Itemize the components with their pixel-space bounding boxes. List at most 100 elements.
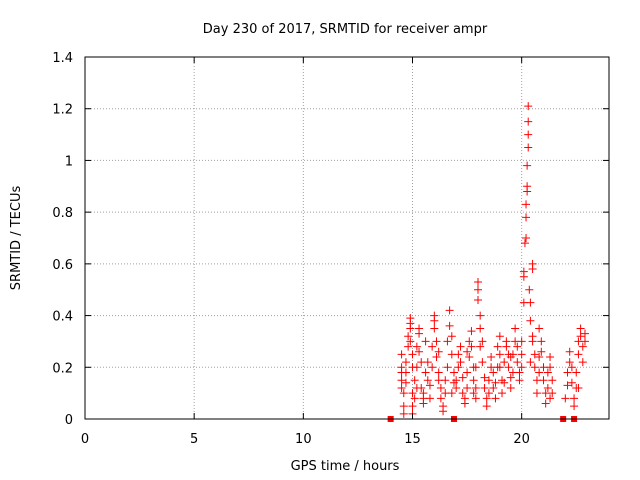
data-point [530,363,539,372]
data-point [412,363,421,372]
data-point [421,337,430,346]
chart-title: Day 230 of 2017, SRMTID for receiver amp… [203,22,488,37]
data-point [522,213,531,222]
data-point [421,368,430,377]
data-point [491,378,500,387]
data-point [570,402,579,411]
data-point [458,389,467,398]
data-point [495,332,504,341]
data-point [572,368,581,377]
data-point [476,324,485,333]
data-point [506,352,515,361]
data-point [535,324,544,333]
data-point [530,350,539,359]
data-point [449,368,458,377]
data-point [410,394,419,403]
data-point [430,311,439,320]
data-point [517,363,526,372]
data-point [397,383,406,392]
data-point [576,324,585,333]
data-point [546,363,555,372]
data-point [452,383,461,392]
axis-ticks: 0 5 10 15 20 0 0.2 0.4 0.6 0.8 1 1.2 1.4 [52,51,609,447]
data-point [543,383,552,392]
data-point [546,394,555,403]
data-point [399,409,408,418]
data-point [419,399,428,408]
data-point [480,373,489,382]
y-axis-label: SRMTID / TECUs [9,186,24,291]
data-point [404,342,413,351]
data-point [401,378,410,387]
data-point [410,376,419,385]
data-point [524,130,533,139]
data-point [495,350,504,359]
data-points [387,102,589,422]
data-point [476,342,485,351]
data-point [401,358,410,367]
data-point [563,368,572,377]
x-tick-label: 0 [81,432,89,447]
data-point [397,350,406,359]
data-point [528,337,537,346]
data-point [465,337,474,346]
data-point [430,324,439,333]
data-point [565,358,574,367]
data-point [471,394,480,403]
data-point [526,316,535,325]
data-point [563,381,572,390]
data-point [522,200,531,209]
data-point [513,342,522,351]
data-point [513,358,522,367]
data-point [498,389,507,398]
x-tick-label: 5 [190,432,198,447]
data-point [443,337,452,346]
data-point [517,337,526,346]
data-point [487,352,496,361]
data-point [570,394,579,403]
data-point [493,342,502,351]
data-point [567,363,576,372]
data-point [504,363,513,372]
data-point [404,332,413,341]
data-point [502,337,511,346]
data-point [456,358,465,367]
data-point [578,342,587,351]
data-point [465,352,474,361]
data-point [506,373,515,382]
data-point [428,363,437,372]
data-point [467,342,476,351]
data-point [423,358,432,367]
data-point [469,376,478,385]
data-point [399,402,408,411]
data-point [541,399,550,408]
data-point [474,285,482,294]
data-point [425,381,434,390]
y-tick-label: 0.2 [52,361,73,376]
data-point [415,347,424,356]
data-point [482,394,491,403]
x-axis-label: GPS time / hours [291,459,400,474]
data-point [471,363,480,372]
data-point [408,389,417,398]
data-point [580,329,589,338]
data-point [408,402,417,411]
data-point [578,358,587,367]
data-point [463,347,472,356]
data-point [419,389,428,398]
data-point [495,363,504,372]
data-point [445,321,454,330]
data-point [447,332,456,341]
data-point [522,234,531,242]
data-point [528,265,537,274]
data-point [425,394,434,403]
data-point [458,373,467,382]
data-point [415,329,424,338]
data-point [443,363,452,372]
data-point [526,358,535,367]
data-point [441,376,450,385]
data-point [526,298,535,307]
data-point [467,327,476,336]
data-point [456,342,465,351]
data-point [432,337,441,346]
